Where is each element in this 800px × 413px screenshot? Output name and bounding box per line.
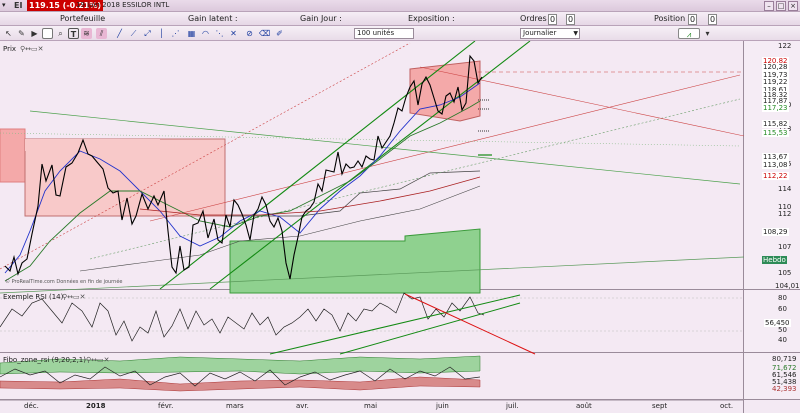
ordres-count-1[interactable]: 0 xyxy=(548,14,558,25)
time-axis-label: déc. xyxy=(24,402,39,410)
zoom-icon[interactable]: ⌕ xyxy=(58,29,63,38)
time-axis-label: 2018 xyxy=(86,402,106,410)
price-axis-label: 105 xyxy=(778,269,792,277)
fibo-icon[interactable]: ≋ xyxy=(81,28,92,39)
price-tag: 113,67 xyxy=(762,153,789,161)
parallel-icon[interactable]: ⋰ xyxy=(171,29,180,38)
fibo-axis-label: 51,438 xyxy=(772,378,797,386)
hline-icon[interactable]: ⤢ xyxy=(144,29,151,38)
maximize-icon[interactable]: □ xyxy=(776,1,786,11)
quantity-select[interactable]: 100 unités xyxy=(354,28,414,39)
time-axis-label: mai xyxy=(364,402,378,410)
price-tag: 119,22 xyxy=(762,78,789,86)
time-axis-label: août xyxy=(576,402,592,410)
rsi-axis-label: 40 xyxy=(778,336,787,344)
quantity-value: 100 unités xyxy=(357,29,395,37)
fibo-axis-label: 80,719 xyxy=(772,355,797,363)
rsi-value-tag: 56,450 xyxy=(764,319,791,327)
rectangle-icon[interactable] xyxy=(42,28,53,39)
price-axis-label: 114 xyxy=(778,185,792,193)
price-axis-label: 122 xyxy=(778,42,792,50)
instrument-title: 19 juin 2018 ESSILOR INTL xyxy=(76,1,170,9)
price-tag: 118,61 xyxy=(762,86,789,94)
fibo-panel-label[interactable]: Fibo_zone_rsi (9,20,2,1) xyxy=(3,356,86,364)
cursor-icon[interactable]: ↖ xyxy=(5,29,12,38)
rsi-tools-icon[interactable]: ⚲↔▭✕ xyxy=(62,293,86,301)
time-axis-label: févr. xyxy=(158,402,174,410)
price-panel-label[interactable]: Prix xyxy=(3,45,17,53)
price-tag: 120,28 xyxy=(762,63,789,71)
arc-icon[interactable]: ◠ xyxy=(202,29,209,38)
quote-badge: 119.15 (-0.21%) xyxy=(27,0,104,11)
price-tag: 108,29 xyxy=(762,228,789,236)
fibo-axis-label: 42,393 xyxy=(772,385,797,393)
price-tag: 112,22 xyxy=(762,172,789,180)
vline-icon[interactable]: │ xyxy=(159,29,164,38)
price-tag: 117,87 xyxy=(762,97,789,105)
position-count-2[interactable]: 0 xyxy=(708,14,718,25)
gann-icon[interactable]: ✕ xyxy=(230,29,237,38)
position-label: Position : xyxy=(654,14,691,23)
portfolio-label[interactable]: Portefeuille xyxy=(60,14,106,23)
period-value: Journalier xyxy=(523,29,557,37)
position-count-1[interactable]: 0 xyxy=(688,14,698,25)
time-axis-label: mars xyxy=(226,402,244,410)
minimize-icon[interactable]: – xyxy=(764,1,774,11)
brush-icon[interactable]: ✐ xyxy=(276,29,283,38)
period-select[interactable]: Journalier ▼ xyxy=(520,28,580,39)
exposition-label: Exposition : xyxy=(408,14,455,23)
price-axis-label: 110 xyxy=(778,203,792,211)
price-axis-label: 104,01 xyxy=(775,282,800,290)
chart-style-icon[interactable]: ⩘ xyxy=(678,28,700,39)
close-icon[interactable]: × xyxy=(788,1,798,11)
chevron-down-icon: ▼ xyxy=(573,30,578,37)
ordres-count-2[interactable]: 0 xyxy=(566,14,576,25)
gain-jour-label: Gain Jour : xyxy=(300,14,342,23)
chart-area[interactable]: Prix ⚲↔▭✕ © ProRealTime.com Données en f… xyxy=(0,41,800,413)
grid-icon[interactable]: ▦ xyxy=(187,29,196,38)
rsi-axis-label: 50 xyxy=(778,326,787,334)
gain-latent-label: Gain latent : xyxy=(188,14,238,23)
time-axis-label: oct. xyxy=(720,402,734,410)
time-axis-label: juil. xyxy=(506,402,519,410)
ordres-label: Ordres : xyxy=(520,14,552,23)
price-tag: 119,73 xyxy=(762,71,789,79)
chevron-down-icon[interactable]: ▾ xyxy=(705,29,710,38)
erase-icon[interactable]: ⌫ xyxy=(259,29,271,38)
channel-icon[interactable]: ⫽ xyxy=(96,28,107,39)
rsi-axis-label: 60 xyxy=(778,305,787,313)
rsi-axis-label: 80 xyxy=(778,294,787,302)
fibo-axis-label: 71,672 xyxy=(772,364,797,372)
watermark: © ProRealTime.com Données en fin de jour… xyxy=(5,279,123,285)
time-axis-label: juin xyxy=(436,402,449,410)
price-tag: 120,82 xyxy=(762,57,789,65)
channel-tool-icon[interactable]: ⊘ xyxy=(246,29,253,38)
price-tag: 117,23 xyxy=(762,104,789,112)
ray-icon[interactable]: ⟋ xyxy=(130,29,137,38)
menu-arrow-icon[interactable]: ▾ xyxy=(2,1,6,9)
price-tag: 113,08 xyxy=(762,161,789,169)
pencil-icon[interactable]: ✎ xyxy=(18,29,25,38)
fan-icon[interactable]: ⋱ xyxy=(215,29,224,38)
line-icon[interactable]: ╱ xyxy=(117,29,122,38)
price-axis-label: 112 xyxy=(778,210,792,218)
price-axis-label: 107 xyxy=(778,243,792,251)
price-tag: 118,32 xyxy=(762,91,789,99)
time-axis-label: avr. xyxy=(296,402,309,410)
price-tag: 115,53 xyxy=(762,129,789,137)
fibo-axis-label: 61,546 xyxy=(772,371,797,379)
title-bar: ▾ EI 119.15 (-0.21%) 19 juin 2018 ESSILO… xyxy=(0,0,800,12)
rsi-panel-label[interactable]: Exemple RSI (14) xyxy=(3,293,64,301)
symbol-label[interactable]: EI xyxy=(14,1,23,10)
text-icon[interactable]: T xyxy=(68,28,79,39)
time-axis-label: sept xyxy=(652,402,668,410)
price-tag: 115,82 xyxy=(762,120,789,128)
panel-tools-icon[interactable]: ⚲↔▭✕ xyxy=(20,45,44,53)
fibo-tools-icon[interactable]: ⚲↔▭✕ xyxy=(86,356,110,364)
price-tag: Hebdo xyxy=(762,256,787,264)
drawing-toolbar: ↖ ✎ ▶ ⌕ T ≋ ⫽ ╱ ⟋ ⤢ │ ⋰ ▦ ◠ ⋱ ✕ ⊘ ⌫ ✐ 10… xyxy=(0,26,800,41)
chart-canvas[interactable] xyxy=(0,41,800,413)
play-icon[interactable]: ▶ xyxy=(31,29,38,38)
portfolio-header: Portefeuille Gain latent : Gain Jour : E… xyxy=(0,12,800,26)
